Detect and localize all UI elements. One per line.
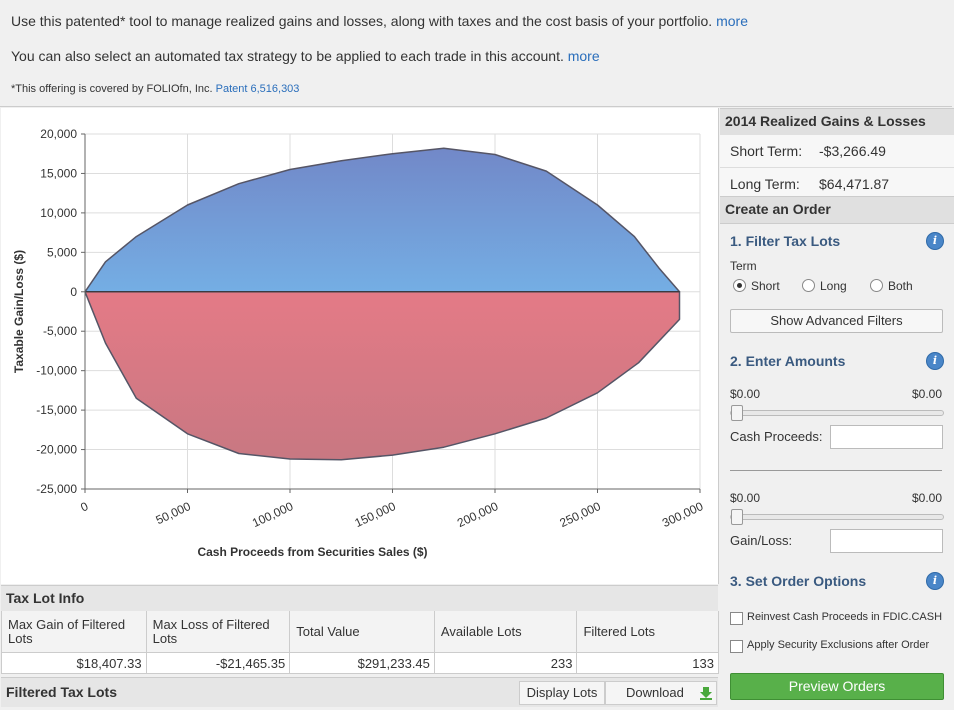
patent-link[interactable]: Patent 6,516,303 xyxy=(215,83,300,95)
patent-footnote: *This offering is covered by FOLIOfn, In… xyxy=(11,83,213,95)
term-short-radio[interactable] xyxy=(733,279,746,292)
term-label: Term xyxy=(730,259,757,273)
gain-loss-label: Gain/Loss: xyxy=(730,533,793,548)
column-header: Available Lots xyxy=(433,611,578,653)
x-tick-label: 50,000 xyxy=(154,499,193,527)
y-tick-label: 20,000 xyxy=(40,127,77,141)
short-term-value: -$3,266.49 xyxy=(819,143,886,159)
filter-tax-lots-title: 1. Filter Tax Lots xyxy=(730,233,841,249)
realized-gains-title: 2014 Realized Gains & Losses xyxy=(725,113,926,129)
short-term-row: Short Term: -$3,266.49 xyxy=(720,135,954,168)
y-tick-label: 5,000 xyxy=(47,245,77,259)
patent-note: *This offering is covered by FOLIOfn, In… xyxy=(11,83,299,95)
filtered-tax-lots-title: Filtered Tax Lots xyxy=(6,684,117,700)
info-icon[interactable]: i xyxy=(926,232,944,250)
realized-gains-header: 2014 Realized Gains & Losses xyxy=(720,108,954,136)
create-order-title: Create an Order xyxy=(725,201,831,217)
tax-lot-info-table: Max Gain of Filtered Lots Max Loss of Fi… xyxy=(1,611,719,674)
y-tick-label: -10,000 xyxy=(36,364,77,378)
exclusions-label: Apply Security Exclusions after Order xyxy=(747,639,930,651)
y-axis-label: Taxable Gain/Loss ($) xyxy=(12,250,26,373)
column-header: Filtered Lots xyxy=(576,611,719,653)
cash-max-label: $0.00 xyxy=(912,387,943,401)
enter-amounts-title: 2. Enter Amounts xyxy=(730,353,846,369)
sidebar: 2014 Realized Gains & Losses Short Term:… xyxy=(720,108,954,710)
reinvest-label: Reinvest Cash Proceeds in FDIC.CASH xyxy=(747,611,943,623)
display-lots-button[interactable]: Display Lots xyxy=(519,681,605,705)
slider-handle[interactable] xyxy=(731,509,743,525)
column-header: Max Gain of Filtered Lots xyxy=(1,611,147,653)
total-value-cell: $291,233.45 xyxy=(289,652,435,674)
more-link-2[interactable]: more xyxy=(567,48,600,64)
gain-area xyxy=(84,147,681,293)
y-tick-label: -15,000 xyxy=(36,403,77,417)
y-tick-label: -25,000 xyxy=(36,482,77,496)
reinvest-checkbox[interactable] xyxy=(730,612,743,625)
x-tick-label: 200,000 xyxy=(455,499,501,530)
intro-text: Use this patented* tool to manage realiz… xyxy=(11,13,748,29)
show-advanced-filters-button[interactable]: Show Advanced Filters xyxy=(730,309,943,333)
info-icon[interactable]: i xyxy=(926,572,944,590)
gain-loss-input[interactable] xyxy=(830,529,943,553)
intro-line-1: Use this patented* tool to manage realiz… xyxy=(11,13,713,29)
cash-min-label: $0.00 xyxy=(730,387,761,401)
tax-lot-info-header: Tax Lot Info xyxy=(1,585,718,612)
download-button[interactable]: Download xyxy=(605,681,717,705)
filtered-lots-cell: 133 xyxy=(576,652,719,674)
info-icon[interactable]: i xyxy=(926,352,944,370)
more-link-1[interactable]: more xyxy=(716,13,748,29)
y-tick-label: -5,000 xyxy=(43,324,77,338)
gain-loss-chart: 20,000 15,000 10,000 5,000 0 -5,000 -10,000 -15… xyxy=(12,127,706,559)
section-divider xyxy=(730,470,942,471)
x-tick-label: 250,000 xyxy=(558,499,604,530)
table-header-row: Max Gain of Filtered Lots Max Loss of Fi… xyxy=(1,611,719,653)
create-order-header: Create an Order xyxy=(720,196,954,224)
y-tick-label: 10,000 xyxy=(40,206,77,220)
tax-lot-info-title: Tax Lot Info xyxy=(6,590,85,606)
y-tick-label: 0 xyxy=(70,285,77,299)
y-tick-label: 15,000 xyxy=(40,166,77,180)
long-term-label: Long Term: xyxy=(730,176,800,192)
max-loss-cell: -$21,465.35 xyxy=(145,652,291,674)
long-term-row: Long Term: $64,471.87 xyxy=(720,168,954,201)
exclusions-checkbox[interactable] xyxy=(730,640,743,653)
intro-panel: Use this patented* tool to manage realiz… xyxy=(0,0,952,107)
x-tick-label: 150,000 xyxy=(353,499,399,530)
preview-orders-button[interactable]: Preview Orders xyxy=(730,673,944,700)
x-axis-label: Cash Proceeds from Securities Sales ($) xyxy=(197,545,427,559)
cash-proceeds-slider[interactable] xyxy=(730,405,944,421)
x-tick-label: 0 xyxy=(78,499,90,515)
term-long-label: Long xyxy=(820,279,847,293)
intro-text-2: You can also select an automated tax str… xyxy=(11,48,600,64)
term-short-label: Short xyxy=(751,279,780,293)
max-gain-cell: $18,407.33 xyxy=(1,652,147,674)
short-term-label: Short Term: xyxy=(730,143,803,159)
term-long-radio[interactable] xyxy=(802,279,815,292)
intro-line-2: You can also select an automated tax str… xyxy=(11,48,564,64)
long-term-value: $64,471.87 xyxy=(819,176,890,192)
gain-max-label: $0.00 xyxy=(912,491,943,505)
chart-panel: 20,000 15,000 10,000 5,000 0 -5,000 -10,000 -15… xyxy=(1,108,719,584)
x-tick-label: 100,000 xyxy=(250,499,296,530)
available-lots-cell: 233 xyxy=(433,652,578,674)
column-header: Max Loss of Filtered Lots xyxy=(145,611,291,653)
table-row: $18,407.33 -$21,465.35 $291,233.45 233 1… xyxy=(1,652,719,674)
download-label: Download xyxy=(626,685,684,700)
x-tick-label: 300,000 xyxy=(660,499,706,530)
gain-min-label: $0.00 xyxy=(730,491,761,505)
filtered-tax-lots-header: Filtered Tax Lots Display Lots Download xyxy=(1,677,718,707)
column-header: Total Value xyxy=(289,611,435,653)
cash-proceeds-input[interactable] xyxy=(830,425,943,449)
loss-area xyxy=(84,291,681,461)
term-both-radio[interactable] xyxy=(870,279,883,292)
download-arrow-icon xyxy=(700,687,712,700)
y-tick-label: -20,000 xyxy=(36,443,77,457)
slider-handle[interactable] xyxy=(731,405,743,421)
gain-loss-slider[interactable] xyxy=(730,509,944,525)
term-both-label: Both xyxy=(888,279,913,293)
cash-proceeds-label: Cash Proceeds: xyxy=(730,429,823,444)
set-order-options-title: 3. Set Order Options xyxy=(730,573,867,589)
